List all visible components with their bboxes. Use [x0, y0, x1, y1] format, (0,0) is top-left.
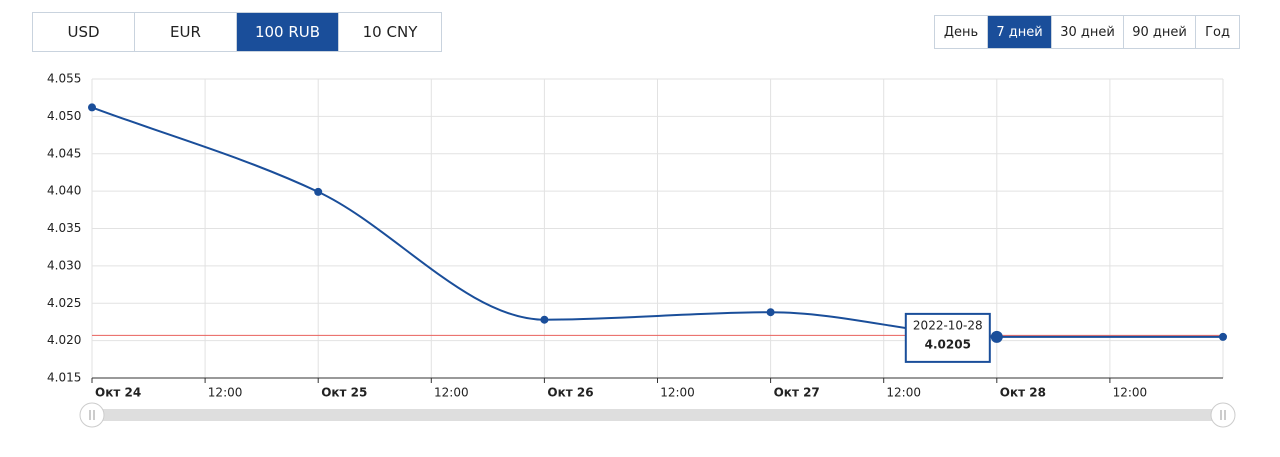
- y-tick-label: 4.035: [47, 221, 81, 235]
- x-tick-label: Окт 25: [321, 386, 367, 400]
- slider-handle[interactable]: [1210, 402, 1236, 428]
- x-tick-label: Окт 28: [1000, 386, 1046, 400]
- x-tick-label: 12:00: [1113, 386, 1148, 400]
- tab[interactable]: 7 дней: [988, 16, 1052, 48]
- tab[interactable]: 10 CNY: [362, 23, 418, 41]
- grid: [91, 78, 1224, 379]
- y-tick-label: 4.025: [47, 296, 81, 310]
- x-tick-label: Окт 27: [774, 386, 820, 400]
- point: [766, 308, 775, 317]
- tooltip: 2022-10-28 4.0205: [904, 312, 991, 363]
- point: [540, 315, 549, 324]
- x-tick-label: 12:00: [208, 386, 243, 400]
- tab[interactable]: USD: [33, 13, 135, 51]
- tab[interactable]: День: [935, 16, 988, 48]
- tab[interactable]: EUR: [135, 13, 237, 51]
- point: [314, 187, 323, 196]
- period-tabs: День 7 дней 30 дней 90 дней Год: [934, 15, 1240, 49]
- y-tick-label: 4.020: [47, 333, 81, 347]
- tab[interactable]: 90 дней: [1124, 16, 1196, 48]
- range-slider[interactable]: [92, 409, 1223, 421]
- y-tick-label: 4.030: [47, 258, 81, 272]
- x-tick-label: Окт 24: [95, 386, 141, 400]
- tooltip-date: 2022-10-28: [913, 318, 983, 332]
- x-tick-label: 12:00: [660, 386, 695, 400]
- point: [88, 103, 96, 112]
- currency-tabs: USD EUR 100 RUB 10 CNY: [32, 12, 442, 52]
- x-tick-label: Окт 26: [547, 386, 593, 400]
- tooltip-value: 4.0205: [925, 337, 971, 351]
- y-tick-label: 4.050: [47, 109, 81, 123]
- tab[interactable]: Год: [1205, 24, 1230, 40]
- point: [990, 330, 1003, 343]
- line: [91, 106, 1223, 338]
- tooltip-box: [904, 312, 991, 363]
- y-tick-label: 4.040: [47, 184, 81, 198]
- tab[interactable]: 30 дней: [1052, 16, 1124, 48]
- y-tick-label: 4.045: [47, 146, 81, 160]
- point: [1219, 332, 1227, 341]
- x-tick-label: 12:00: [886, 386, 921, 400]
- y-tick-label: 4.055: [47, 72, 81, 86]
- x-tick-label: 12:00: [434, 386, 469, 400]
- slider-handle[interactable]: [79, 402, 105, 428]
- y-tick-label: 4.015: [47, 371, 81, 385]
- tab[interactable]: 100 RUB: [237, 13, 339, 51]
